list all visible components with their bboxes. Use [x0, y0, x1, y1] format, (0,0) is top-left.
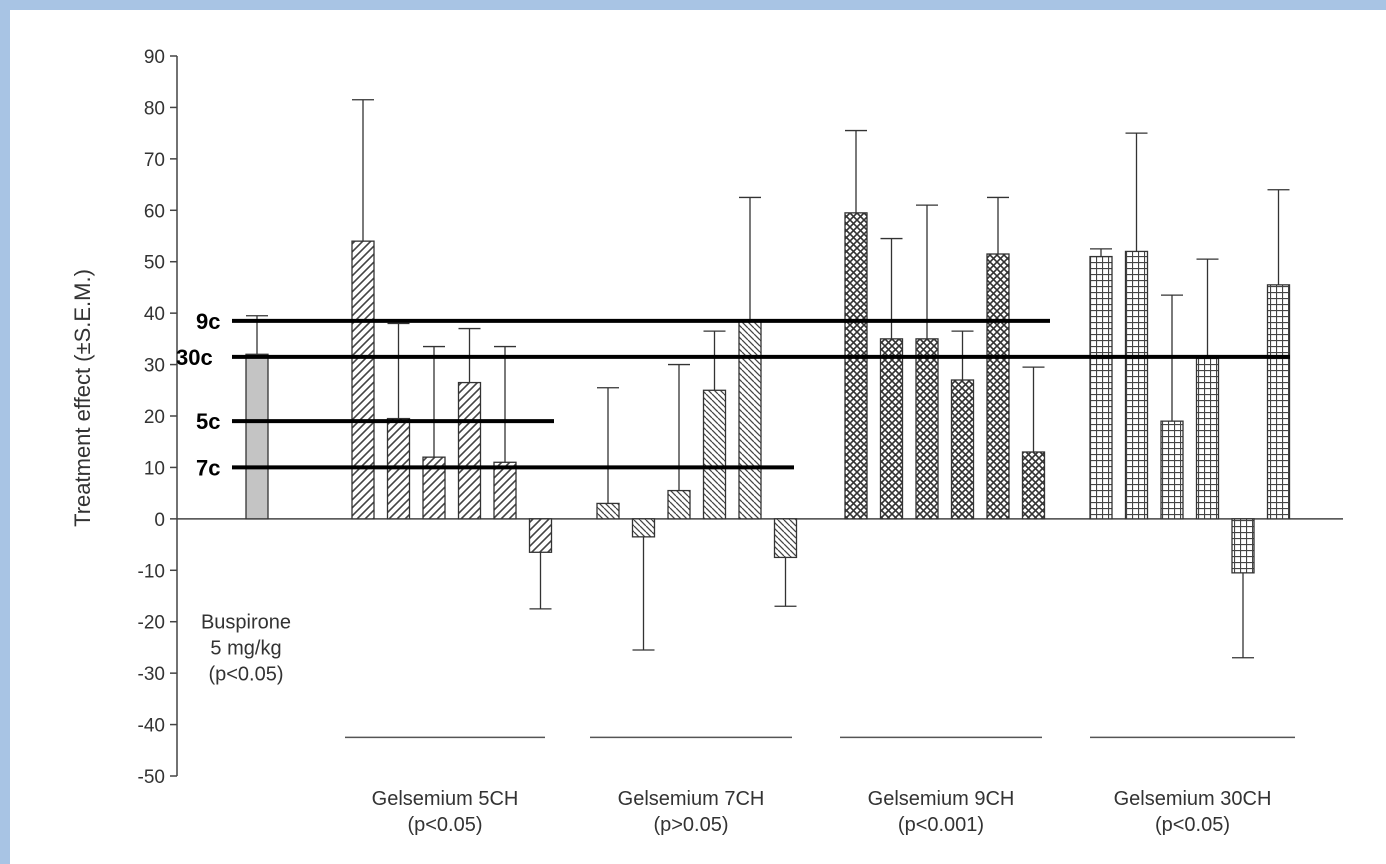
group-label-line: (p<0.05): [208, 664, 283, 686]
bar: [596, 502, 620, 520]
bar: [1195, 356, 1220, 520]
bar: [245, 353, 269, 520]
y-axis-title: Treatment effect (±S.E.M.): [70, 269, 95, 527]
group-label-line: (p<0.05): [1155, 814, 1230, 836]
group-label-line: Gelsemium 5CH: [372, 788, 519, 810]
y-tick-label: 10: [144, 458, 165, 479]
bar: [457, 381, 482, 520]
bar: [879, 338, 904, 520]
bar-group: Buspirone 5 mg/kg (p<0.05): [201, 315, 291, 686]
y-tick-label: -20: [138, 613, 165, 634]
bar: [950, 379, 975, 520]
bar: [1021, 451, 1046, 520]
group-label-line: Gelsemium 7CH: [618, 788, 765, 810]
bar-group: Gelsemium 9CH (p<0.001): [840, 129, 1046, 836]
bar: [915, 338, 939, 520]
bar: [1231, 518, 1255, 574]
y-tick-label: -40: [138, 716, 165, 737]
bar-group: Gelsemium 7CH (p>0.05): [590, 196, 798, 836]
bar: [351, 240, 375, 520]
bar: [738, 320, 762, 520]
bar: [986, 253, 1010, 520]
y-tick-label: -10: [138, 561, 165, 582]
bar: [1089, 255, 1113, 520]
bar: [702, 389, 727, 520]
bar-chart: 90 80 70 60 50 40 30 20 10 0 -10 -20 -30 -40 -50 Treatm…: [70, 47, 1343, 836]
group-label-line: (p>0.05): [653, 814, 728, 836]
chart-frame: 90 80 70 60 50 40 30 20 10 0 -10 -20 -30 -40 -50 Treatm…: [10, 10, 1386, 864]
y-tick-label: 30: [144, 356, 165, 377]
y-tick-label: 50: [144, 253, 165, 274]
y-tick-label: -50: [138, 767, 165, 788]
bar: [493, 461, 517, 520]
bar: [528, 518, 553, 553]
y-tick-label: -30: [138, 664, 165, 685]
bar-group: Gelsemium 5CH (p<0.05): [345, 99, 553, 836]
y-tick-label: 80: [144, 98, 165, 119]
y-tick-label: 20: [144, 407, 165, 428]
bars-layer: Buspirone 5 mg/kg (p<0.05) Gelsemium 5CH (p<…: [201, 99, 1295, 836]
y-tick-label: 60: [144, 201, 165, 222]
axis-layer: 90 80 70 60 50 40 30 20 10 0 -10 -20 -30 -40 -50 Treatm…: [70, 47, 1343, 788]
bar: [773, 518, 798, 559]
reference-line-label: 9c: [196, 309, 220, 334]
bar: [844, 212, 868, 520]
reference-line-label: 5c: [196, 409, 220, 434]
y-tick-label: 70: [144, 150, 165, 171]
group-label-line: (p<0.001): [898, 814, 984, 836]
group-label-line: Gelsemium 9CH: [868, 788, 1015, 810]
bar: [1160, 420, 1184, 520]
bar: [1124, 250, 1149, 520]
bar: [631, 518, 656, 538]
y-tick-label: 0: [154, 510, 165, 531]
bar-group: Gelsemium 30CH (p<0.05): [1089, 132, 1295, 836]
group-label-line: Buspirone: [201, 612, 291, 634]
bar: [667, 489, 691, 520]
reference-lines-layer: 9c 30c 5c 7c: [176, 309, 1290, 480]
y-tick-label: 40: [144, 304, 165, 325]
group-label-line: 5 mg/kg: [210, 638, 281, 660]
reference-line-label: 30c: [176, 345, 213, 370]
y-tick-label: 90: [144, 47, 165, 68]
group-label-line: (p<0.05): [407, 814, 482, 836]
group-label-line: Gelsemium 30CH: [1114, 788, 1272, 810]
bar: [1266, 284, 1291, 520]
reference-line-label: 7c: [196, 455, 220, 480]
